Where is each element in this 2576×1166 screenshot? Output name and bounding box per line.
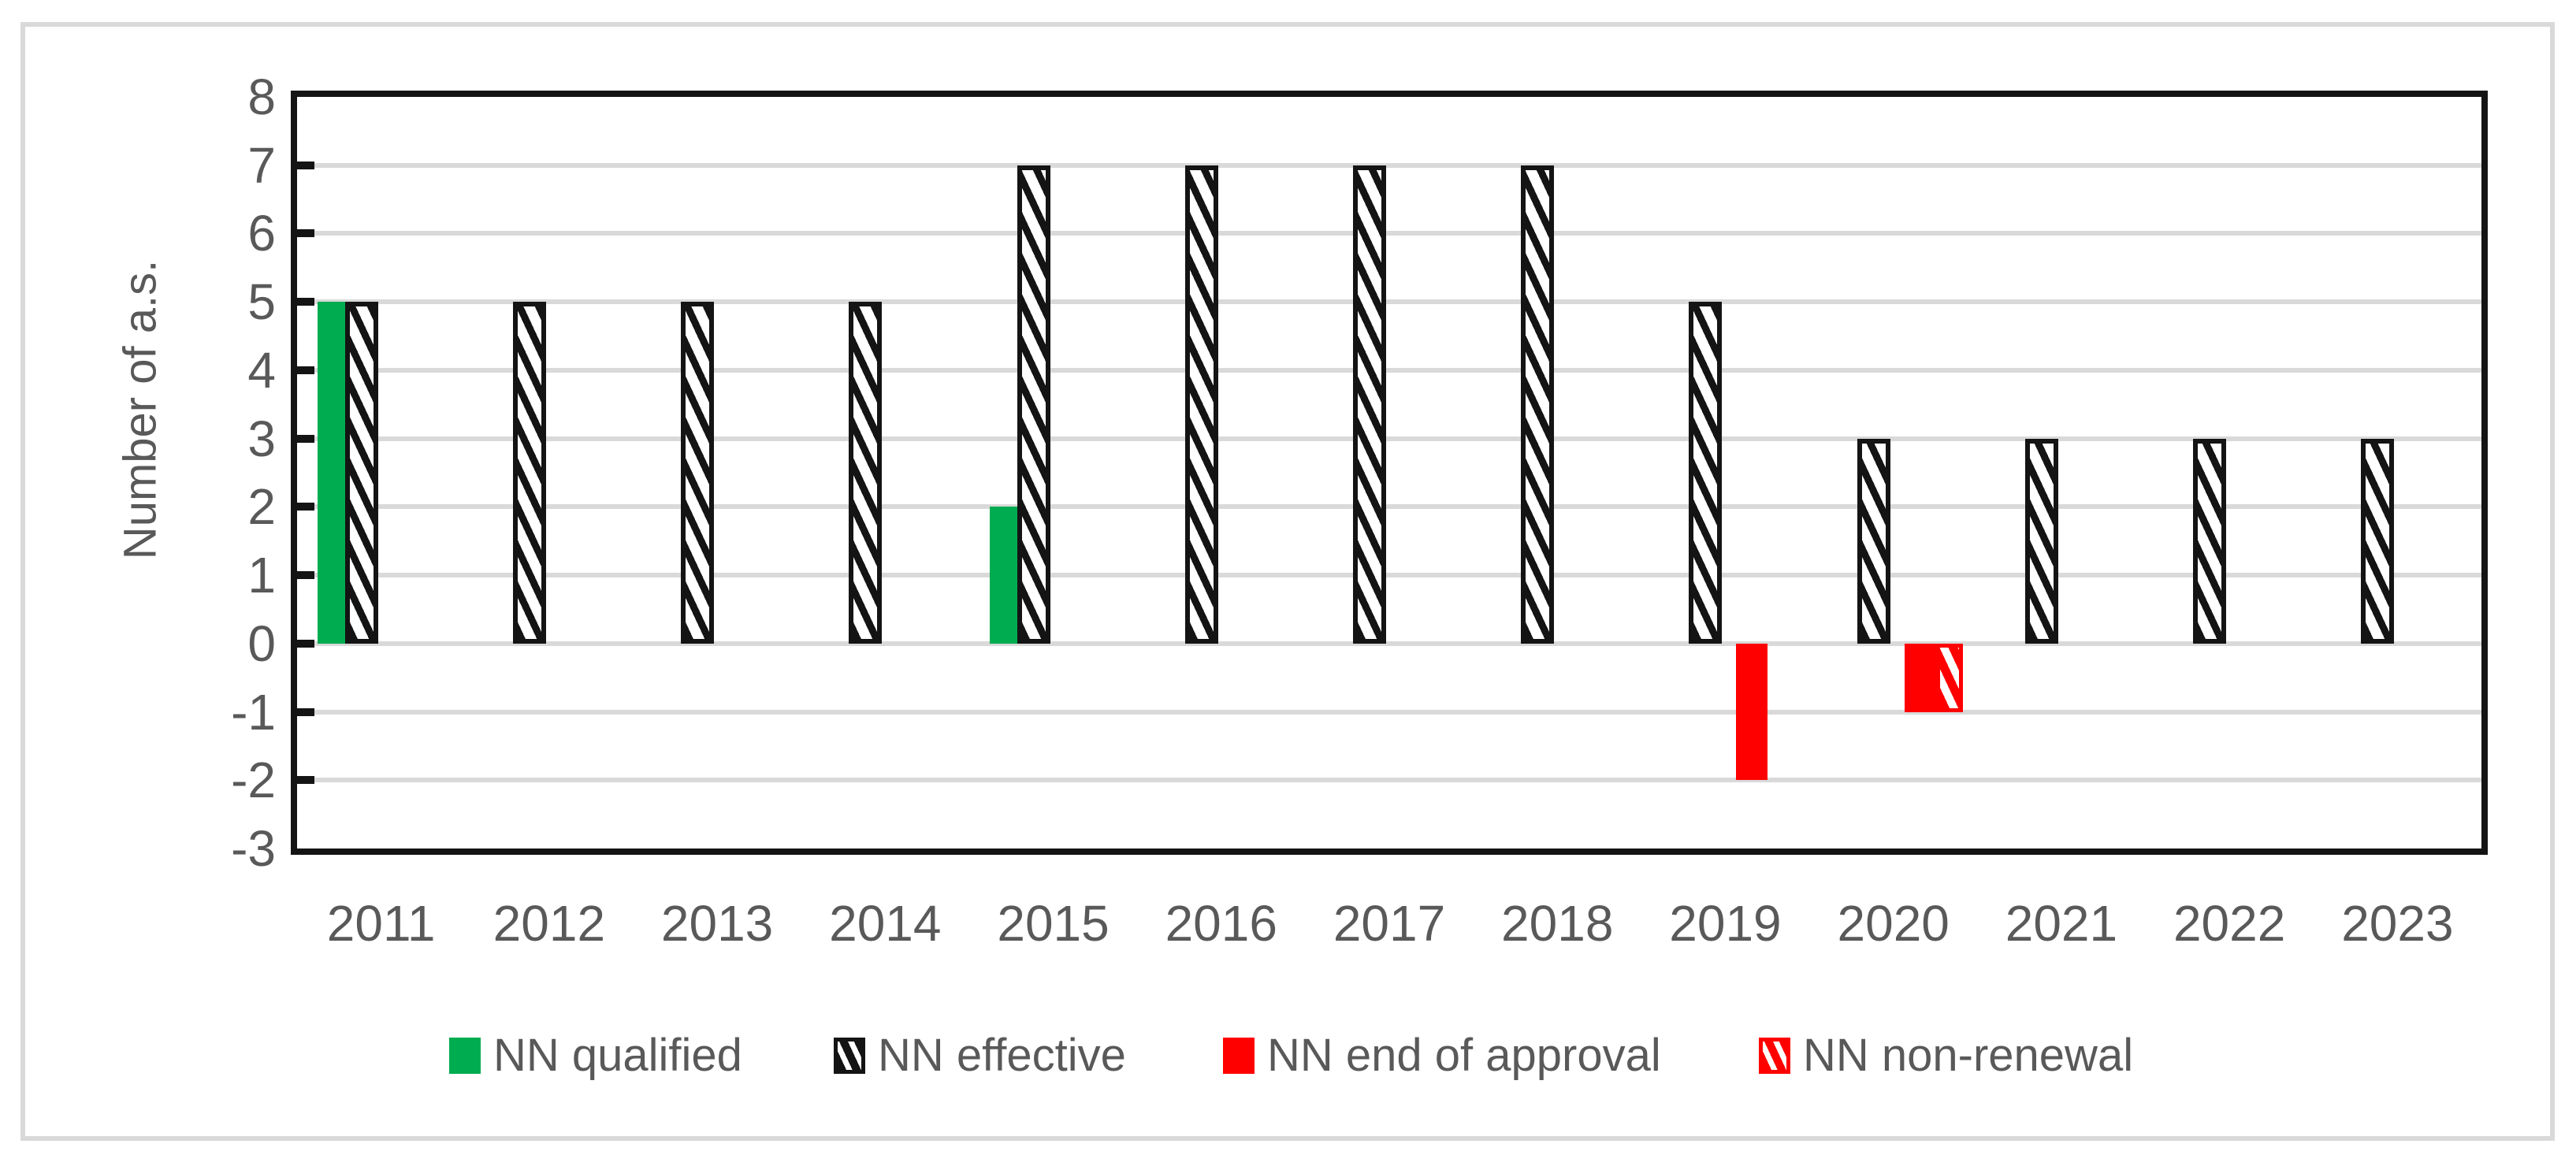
legend-swatch-nn-non-renewal-icon: [1759, 1037, 1790, 1074]
x-tick-label-2019: 2019: [1669, 895, 1782, 952]
bar-nn-effective-2012: [512, 302, 546, 644]
y-tick-label--2: -2: [231, 752, 276, 809]
y-axis-tick-3: [294, 434, 314, 443]
legend-label-nn-non-renewal: NN non-renewal: [1803, 1030, 2134, 1081]
x-tick-label-2013: 2013: [660, 895, 774, 952]
bar-nn-effective-2014: [849, 302, 883, 644]
bar-nn-effective-2023: [2361, 438, 2395, 644]
chart-frame-border: [20, 22, 2555, 1141]
y-tick-label-4: 4: [247, 341, 276, 399]
y-tick-label--3: -3: [231, 820, 276, 877]
bar-nn-effective-2021: [2024, 438, 2058, 644]
legend-swatch-nn-qualified-icon: [449, 1037, 481, 1074]
gridline-y-0: [297, 641, 2481, 646]
y-tick-label-7: 7: [247, 136, 276, 194]
gridline-y--1: [297, 709, 2481, 715]
legend-label-nn-qualified: NN qualified: [493, 1030, 742, 1081]
legend-label-nn-end-of-approval: NN end of approval: [1267, 1030, 1661, 1081]
y-tick-label-1: 1: [247, 547, 276, 604]
bar-nn-effective-2015: [1017, 165, 1050, 644]
y-axis-tick--1: [294, 707, 314, 716]
gridline-y-6: [297, 231, 2481, 236]
x-tick-label-2017: 2017: [1333, 895, 1446, 952]
x-tick-label-2023: 2023: [2341, 895, 2454, 952]
legend-swatch-nn-end-of-approval-icon: [1223, 1037, 1255, 1074]
bar-nn-effective-2016: [1184, 165, 1218, 644]
y-tick-label-0: 0: [247, 615, 276, 672]
gridline-y--2: [297, 778, 2481, 783]
x-tick-label-2014: 2014: [829, 895, 942, 952]
bar-nn-effective-2022: [2193, 438, 2227, 644]
y-tick-label-5: 5: [247, 273, 276, 331]
legend-label-nn-effective: NN effective: [878, 1030, 1126, 1081]
y-axis-tick-2: [294, 503, 314, 511]
y-axis-tick-7: [294, 161, 314, 169]
legend-swatch-nn-effective-icon: [834, 1037, 865, 1074]
bar-nn-effective-2019: [1689, 302, 1723, 644]
bar-nn-effective-2011: [344, 302, 378, 644]
x-tick-label-2012: 2012: [493, 895, 606, 952]
y-axis-tick-4: [294, 366, 314, 374]
legend-item-nn-non-renewal: NN non-renewal: [1759, 1029, 2133, 1082]
y-tick-label-3: 3: [247, 410, 276, 467]
gridline-y-1: [297, 573, 2481, 578]
y-tick-label-2: 2: [247, 478, 276, 536]
x-tick-label-2022: 2022: [2173, 895, 2286, 952]
y-axis-tick--2: [294, 776, 314, 785]
gridline-y-7: [297, 162, 2481, 168]
y-axis-tick-0: [294, 639, 314, 648]
gridline-y-4: [297, 367, 2481, 373]
gridline-y-2: [297, 504, 2481, 510]
bar-nn-qualified-2015: [989, 507, 1017, 644]
x-tick-label-2016: 2016: [1165, 895, 1277, 952]
x-tick-label-2021: 2021: [2005, 895, 2118, 952]
x-tick-label-2018: 2018: [1501, 895, 1614, 952]
y-tick-label--1: -1: [231, 683, 276, 741]
x-tick-label-2020: 2020: [1837, 895, 1950, 952]
x-tick-label-2015: 2015: [997, 895, 1110, 952]
y-tick-label-6: 6: [247, 205, 276, 262]
bar-nn-non-renewal-2020: [1935, 643, 1963, 712]
plot-area-border: [291, 91, 2488, 855]
y-axis-tick-1: [294, 571, 314, 580]
bar-nn-effective-2017: [1353, 165, 1386, 644]
legend-item-nn-effective: NN effective: [834, 1029, 1126, 1082]
y-axis-tick-5: [294, 298, 314, 306]
legend-item-nn-qualified: NN qualified: [449, 1029, 742, 1082]
bar-nn-effective-2020: [1857, 438, 1890, 644]
gridline-y-5: [297, 299, 2481, 305]
bar-nn-qualified-2011: [317, 302, 345, 644]
y-tick-label-8: 8: [247, 69, 276, 125]
bar-nn-effective-2013: [681, 302, 715, 644]
x-tick-label-2011: 2011: [326, 895, 436, 952]
bar-nn-effective-2018: [1521, 165, 1555, 644]
bar-nn-end-of-approval-2020: [1904, 643, 1936, 712]
y-axis-tick-6: [294, 229, 314, 238]
gridline-y-3: [297, 436, 2481, 441]
legend-item-nn-end-of-approval: NN end of approval: [1223, 1029, 1661, 1082]
bar-nn-end-of-approval-2019: [1736, 643, 1768, 781]
